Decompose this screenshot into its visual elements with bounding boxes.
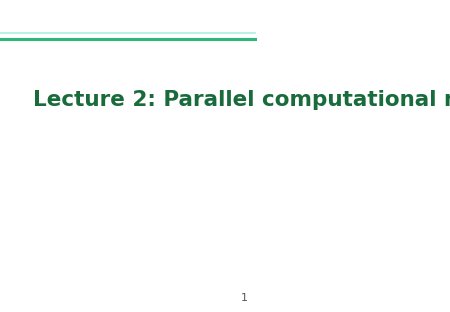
Text: 1: 1 [240,293,248,303]
Text: Lecture 2: Parallel computational models: Lecture 2: Parallel computational models [33,90,450,110]
